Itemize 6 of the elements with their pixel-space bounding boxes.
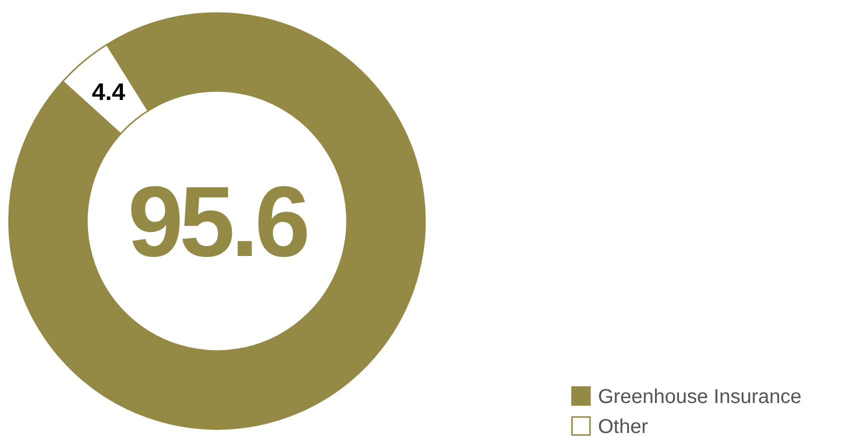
donut-slice bbox=[62, 44, 149, 134]
legend-label: Other bbox=[598, 416, 648, 438]
data-label: 95.6 bbox=[128, 166, 307, 278]
data-label: 4.4 bbox=[92, 78, 126, 106]
donut-slice bbox=[8, 12, 426, 430]
legend-label: Greenhouse Insurance bbox=[598, 386, 802, 408]
